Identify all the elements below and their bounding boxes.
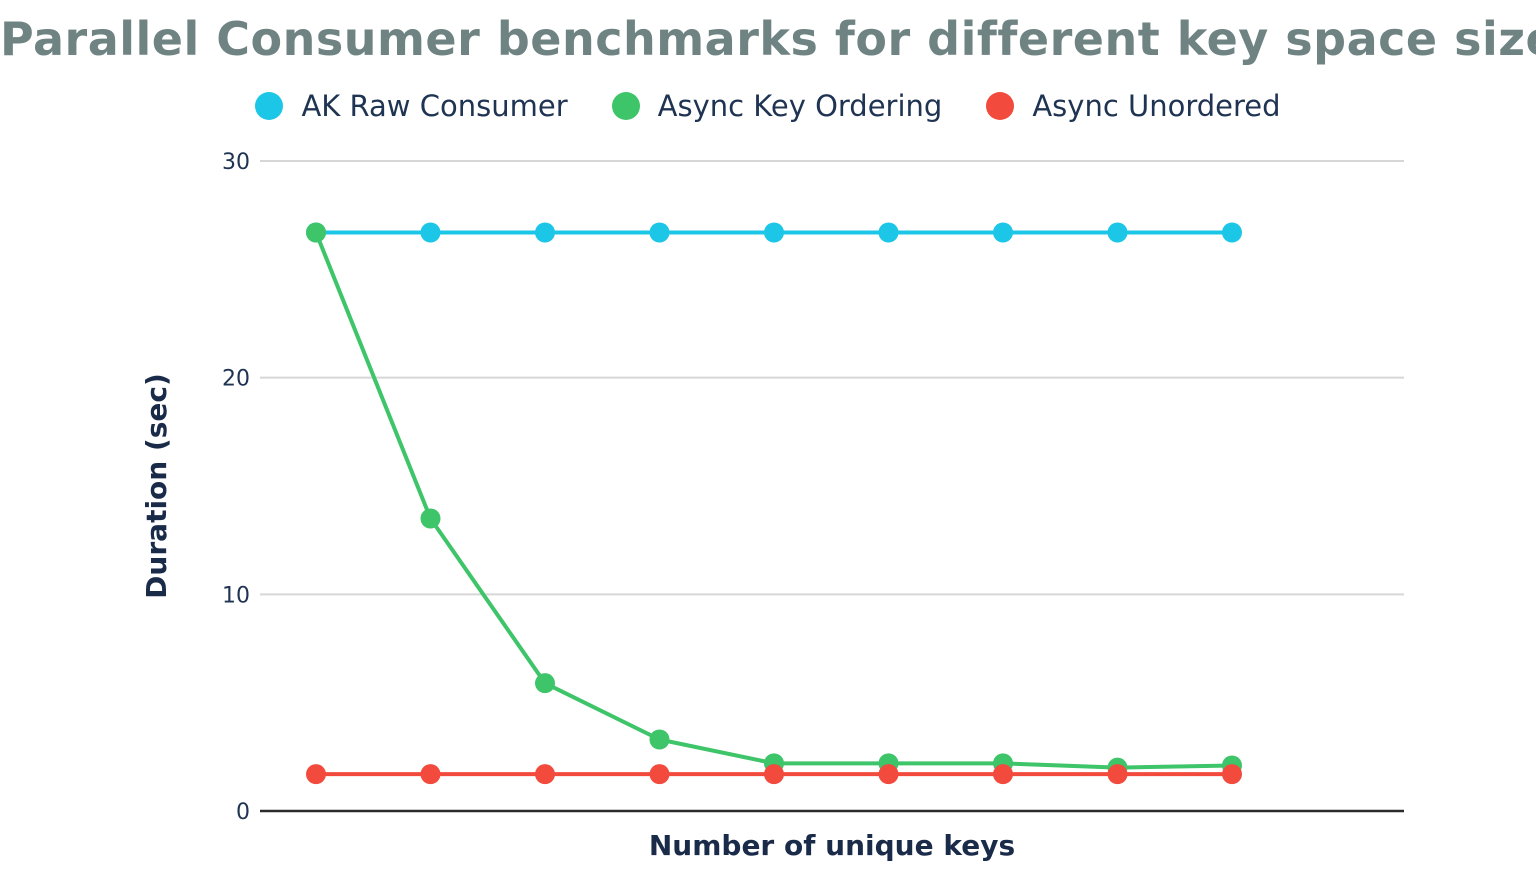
legend-swatch-async-unordered [986, 92, 1015, 120]
data-point-ak-raw-consumer-3 [535, 222, 555, 243]
legend: AK Raw Consumer Async Key Ordering Async… [0, 84, 1536, 128]
y-tick-label-20: 20 [222, 367, 250, 392]
y-tick-label-30: 30 [222, 150, 250, 175]
legend-item-ak-raw-consumer[interactable]: AK Raw Consumer [255, 89, 568, 123]
data-point-ak-raw-consumer-2 [420, 222, 441, 243]
x-axis-title: Number of unique keys [649, 829, 1015, 862]
data-point-async-unordered-9 [1222, 764, 1242, 785]
data-point-ak-raw-consumer-7 [993, 222, 1013, 243]
data-point-ak-raw-consumer-5 [764, 222, 784, 243]
legend-item-async-key-ordering[interactable]: Async Key Ordering [611, 89, 943, 123]
data-point-async-key-ordering-2 [420, 508, 441, 529]
data-point-ak-raw-consumer-9 [1222, 222, 1242, 243]
data-point-async-unordered-7 [993, 764, 1013, 785]
legend-label-async-unordered: Async Unordered [1032, 89, 1281, 123]
data-point-ak-raw-consumer-6 [878, 222, 899, 243]
data-point-async-key-ordering-1 [306, 222, 326, 243]
data-point-async-unordered-2 [420, 764, 441, 785]
data-point-async-unordered-8 [1107, 764, 1128, 785]
series-line-async-key-ordering [314, 230, 1234, 770]
y-tick-label-0: 0 [236, 800, 250, 825]
data-point-async-unordered-3 [535, 764, 555, 785]
legend-item-async-unordered[interactable]: Async Unordered [986, 89, 1281, 123]
data-point-async-unordered-5 [764, 764, 784, 785]
data-point-async-unordered-6 [878, 764, 899, 785]
data-point-ak-raw-consumer-4 [649, 222, 670, 243]
chart-title: Parallel Consumer benchmarks for differe… [0, 12, 1536, 66]
legend-swatch-ak-raw-consumer [255, 92, 284, 120]
legend-label-ak-raw-consumer: AK Raw Consumer [301, 89, 568, 123]
data-point-ak-raw-consumer-8 [1107, 222, 1128, 243]
y-tick-label-10: 10 [222, 583, 250, 608]
y-axis-title: Duration (sec) [140, 373, 173, 599]
legend-label-async-key-ordering: Async Key Ordering [657, 89, 943, 123]
data-point-async-unordered-1 [306, 764, 326, 785]
data-point-async-key-ordering-3 [535, 673, 555, 694]
data-point-async-unordered-4 [649, 764, 670, 785]
legend-swatch-async-key-ordering [611, 92, 640, 120]
data-point-async-key-ordering-4 [649, 729, 670, 750]
